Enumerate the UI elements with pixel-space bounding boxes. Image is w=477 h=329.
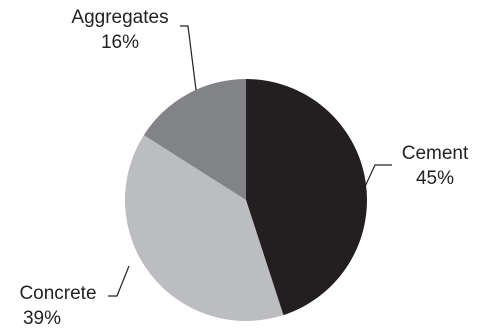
slice-value-cement: 45%: [416, 168, 454, 189]
slice-label-cement: Cement: [402, 143, 469, 164]
pie-slice-aggregates: [143, 79, 246, 200]
leader-line-cement: [362, 164, 392, 192]
leader-line-aggregates: [180, 25, 197, 91]
slice-label-concrete: Concrete: [19, 283, 96, 304]
slices-layer: [124, 79, 368, 322]
pie-slice-cement: [246, 79, 368, 316]
slice-label-aggregates: Aggregates: [71, 7, 168, 28]
slice-value-concrete: 39%: [23, 308, 61, 329]
leader-line-concrete: [108, 265, 130, 297]
slice-value-aggregates: 16%: [101, 32, 139, 53]
pie-slice-concrete: [124, 135, 284, 322]
